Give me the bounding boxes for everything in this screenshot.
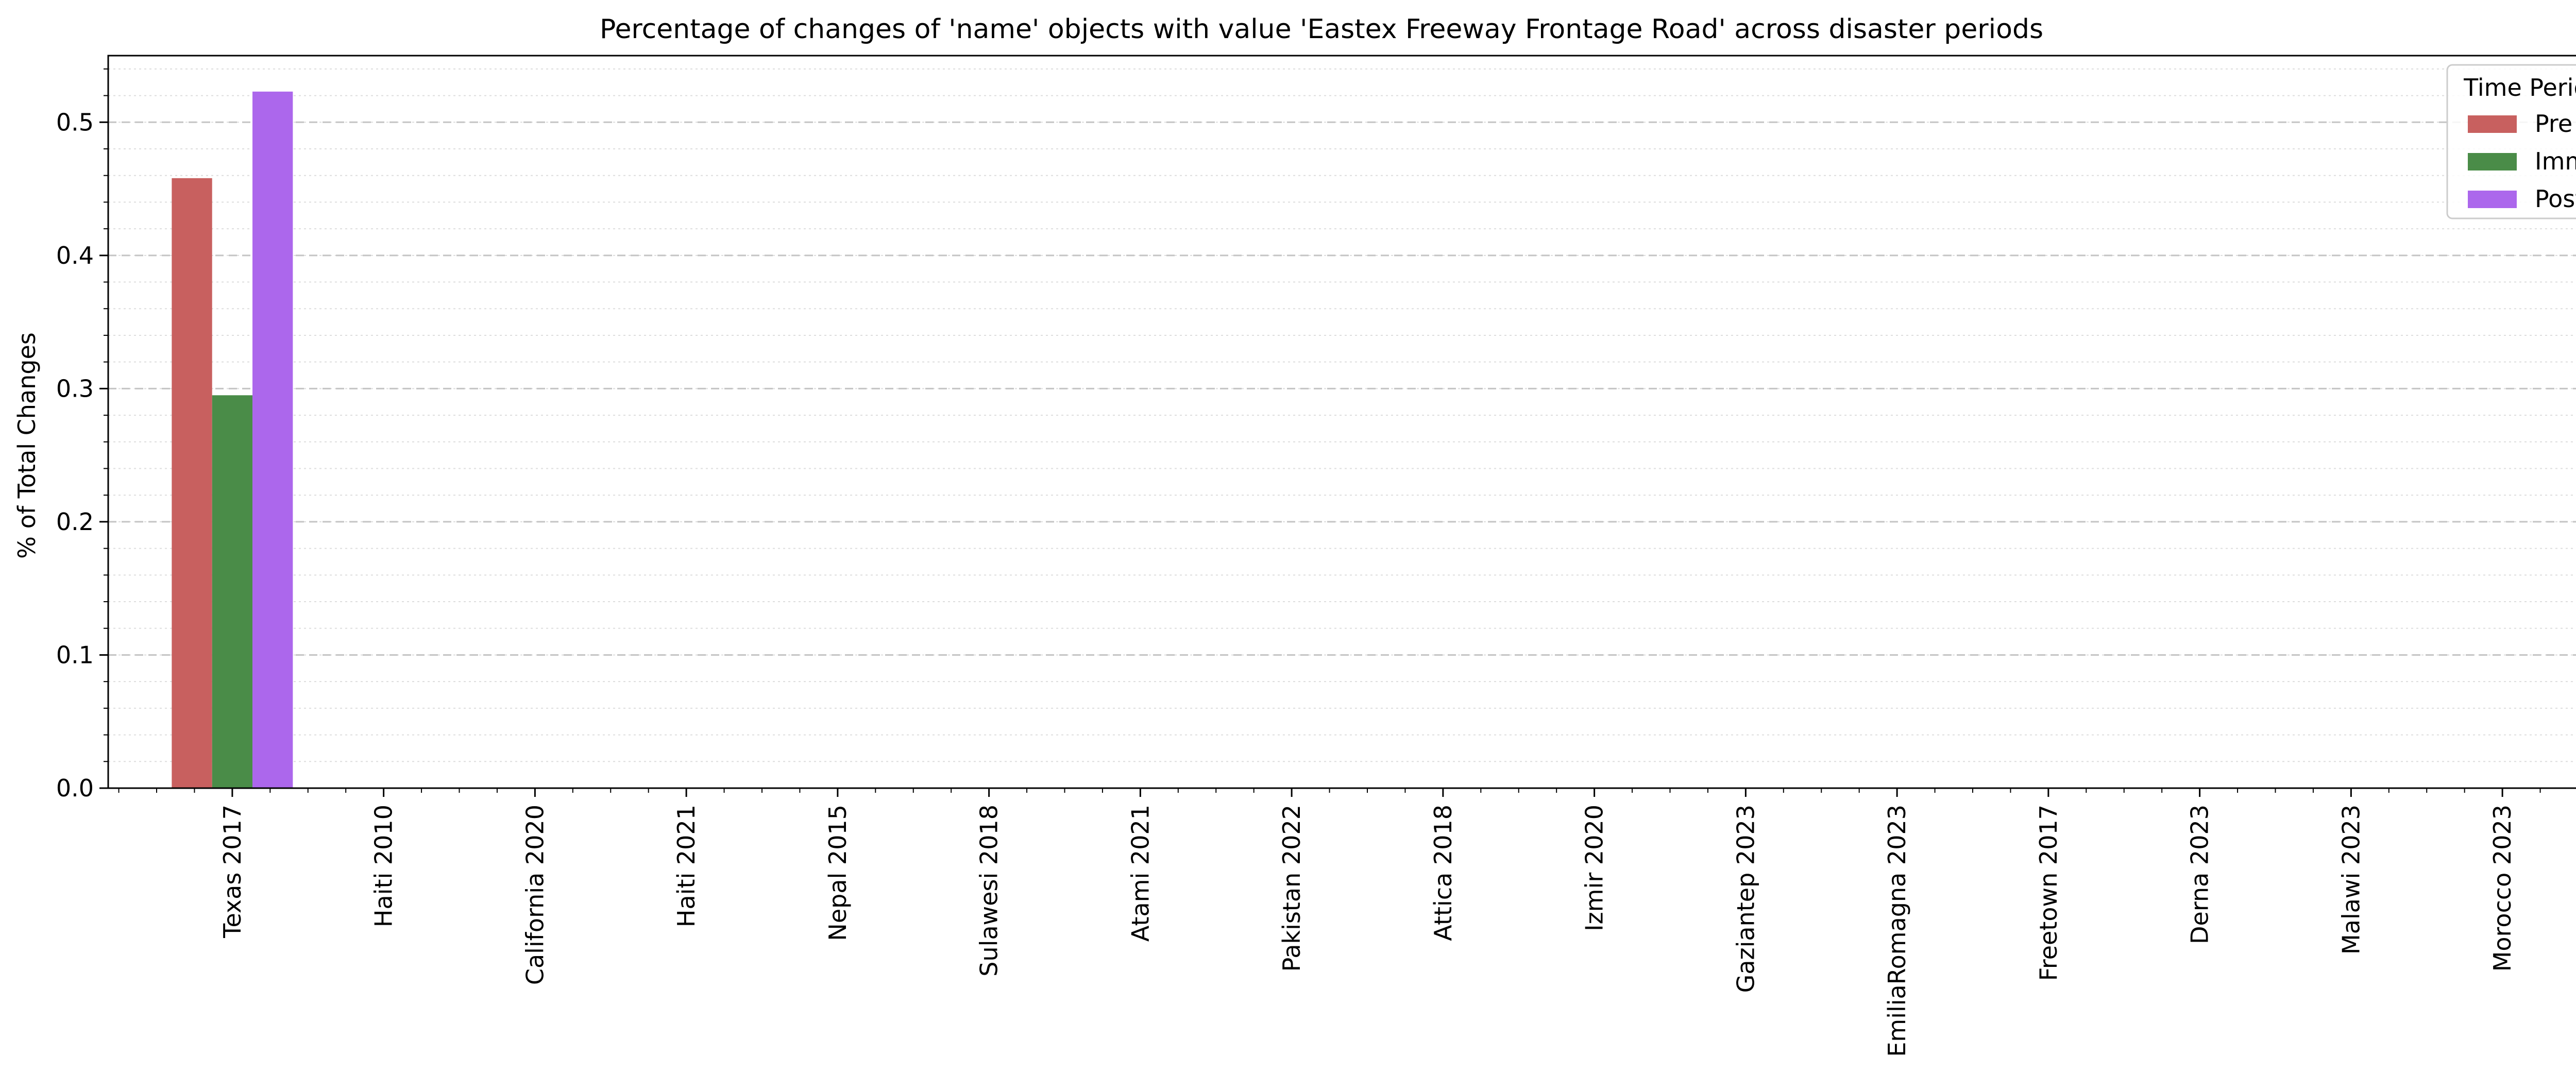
x-tick-label: Haiti 2010 <box>370 805 398 927</box>
y-tick-label: 0.3 <box>56 374 94 402</box>
x-tick-label: Izmir 2020 <box>1581 805 1608 931</box>
y-tick-label: 0.1 <box>56 641 94 669</box>
legend-entry: Imm <box>2535 147 2576 175</box>
x-tick-label: Attica 2018 <box>1429 805 1457 941</box>
y-tick-label: 0.5 <box>56 108 94 136</box>
y-ticks: 0.0 0.1 0.2 0.3 0.4 0.5 <box>56 68 108 802</box>
legend-swatch <box>2468 153 2517 171</box>
x-tick-label: California 2020 <box>521 805 549 985</box>
bars <box>172 91 293 789</box>
x-ticks: Texas 2017 Haiti 2010 California 2020 Haiti… <box>118 788 2541 1057</box>
y-tick-label: 0.2 <box>56 508 94 536</box>
legend-swatch <box>2468 191 2517 208</box>
x-tick-label: Gaziantep 2023 <box>1732 805 1759 993</box>
legend-entry: Post <box>2535 185 2576 213</box>
x-tick-label: Sulawesi 2018 <box>975 805 1003 977</box>
y-tick-label: 0.4 <box>56 242 94 269</box>
x-tick-label: Haiti 2021 <box>672 805 700 927</box>
legend: Time Period Pre Imm Post <box>2446 64 2576 219</box>
legend-title: Time Period <box>2463 74 2576 101</box>
x-tick-label: Texas 2017 <box>218 805 246 939</box>
bar <box>252 91 293 789</box>
x-tick-label: EmiliaRomagna 2023 <box>1883 805 1911 1057</box>
legend-swatch <box>2468 115 2517 133</box>
chart-title: Percentage of changes of 'name' objects … <box>600 14 2043 45</box>
y-tick-label: 0.0 <box>56 774 94 802</box>
bar <box>212 395 253 788</box>
x-tick-label: Malawi 2023 <box>2337 805 2365 955</box>
legend-entry: Pre <box>2535 110 2572 138</box>
legend-box <box>2446 64 2576 219</box>
x-tick-label: Morocco 2023 <box>2488 805 2516 972</box>
grid-lines <box>108 68 2576 789</box>
bar <box>172 178 212 788</box>
x-tick-label: Freetown 2017 <box>2035 805 2062 981</box>
x-tick-label: Pakistan 2022 <box>1278 805 1306 972</box>
x-tick-label: Nepal 2015 <box>824 805 852 941</box>
x-tick-label: Derna 2023 <box>2186 805 2214 944</box>
x-tick-label: Atami 2021 <box>1126 805 1154 942</box>
axes <box>107 55 2576 789</box>
y-axis-label: % of Total Changes <box>13 332 41 558</box>
plot-frame <box>107 55 2576 789</box>
